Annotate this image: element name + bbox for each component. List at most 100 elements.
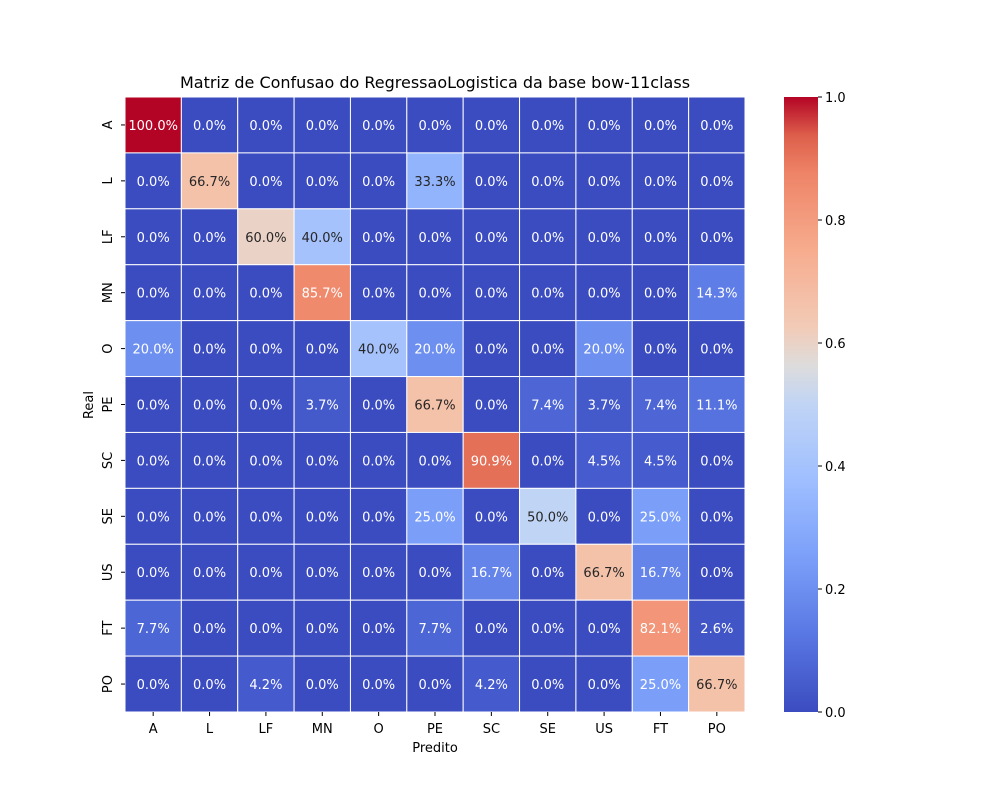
- heatmap-cell: [124, 376, 182, 433]
- heatmap-cell: [575, 208, 633, 266]
- heatmap-cell: [237, 655, 295, 713]
- cell-annotation: 0.0%: [137, 510, 170, 525]
- heatmap-cell: [688, 320, 746, 378]
- cell-annotation: 0.0%: [193, 510, 226, 525]
- heatmap-cell: [180, 152, 239, 210]
- colorbar-tick-label: 0.6: [825, 337, 846, 352]
- cell-annotation: 0.0%: [306, 119, 339, 134]
- cell-annotation: 0.0%: [418, 678, 451, 693]
- heatmap-cell: [575, 599, 633, 657]
- heatmap-cell: [124, 152, 182, 210]
- heatmap-cell: [237, 487, 295, 545]
- cell-annotation: 0.0%: [249, 622, 282, 637]
- cell-annotation: 0.0%: [137, 399, 170, 414]
- cell-annotation: 0.0%: [362, 231, 395, 246]
- heatmap-cell: [688, 655, 746, 713]
- cell-annotation: 0.0%: [249, 454, 282, 469]
- colorbar: [784, 97, 818, 712]
- cell-annotation: 0.0%: [362, 175, 395, 190]
- cell-annotation: 40.0%: [302, 231, 343, 246]
- x-tick-label: SE: [539, 722, 555, 737]
- heatmap-cell: [124, 543, 182, 601]
- heatmap-cell: [293, 487, 351, 545]
- heatmap-cell: [631, 320, 690, 378]
- x-tick-label: A: [149, 722, 158, 737]
- colorbar-tick-label: 0.4: [825, 460, 846, 475]
- heatmap-cell: [631, 96, 690, 154]
- cell-annotation: 3.7%: [306, 399, 339, 414]
- heatmap-cell: [688, 431, 746, 489]
- cell-annotation: 0.0%: [700, 175, 733, 190]
- cell-annotation: 0.0%: [193, 454, 226, 469]
- heatmap-cell: [349, 264, 408, 322]
- heatmap-cell: [519, 487, 577, 545]
- cell-annotation: 0.0%: [531, 231, 564, 246]
- heatmap-cell: [575, 96, 633, 154]
- heatmap-cell: [688, 487, 746, 545]
- y-tick-label: LF: [101, 229, 116, 244]
- x-tick-label: SC: [483, 722, 500, 737]
- cell-annotation: 66.7%: [583, 566, 624, 581]
- cell-annotation: 16.7%: [640, 566, 681, 581]
- cell-annotation: 7.7%: [418, 622, 451, 637]
- heatmap-cell: [631, 152, 690, 210]
- heatmap-cell: [293, 543, 351, 601]
- y-axis-label: Real: [82, 391, 97, 419]
- heatmap-cell: [124, 96, 182, 154]
- heatmap-cell: [124, 208, 182, 266]
- heatmap-cell: [180, 487, 239, 545]
- cell-annotation: 16.7%: [471, 566, 512, 581]
- cell-annotation: 60.0%: [245, 231, 286, 246]
- cell-annotation: 0.0%: [193, 678, 226, 693]
- heatmap-cell: [293, 376, 351, 433]
- heatmap-cell: [631, 376, 690, 433]
- heatmap-cell: [349, 376, 408, 433]
- heatmap-cell: [124, 487, 182, 545]
- cell-annotation: 0.0%: [306, 175, 339, 190]
- heatmap-cell: [180, 431, 239, 489]
- cell-annotation: 0.0%: [137, 175, 170, 190]
- cell-annotation: 0.0%: [137, 678, 170, 693]
- cell-annotation: 0.0%: [588, 119, 621, 134]
- heatmap-cell: [631, 264, 690, 322]
- cell-annotation: 0.0%: [137, 566, 170, 581]
- x-axis-ticks: A L LF MN O PE SC SE US FT PO: [149, 712, 726, 737]
- cell-annotation: 11.1%: [696, 399, 737, 414]
- cell-annotation: 0.0%: [700, 231, 733, 246]
- cell-annotation: 50.0%: [527, 510, 568, 525]
- cell-annotation: 0.0%: [193, 399, 226, 414]
- heatmap-cell: [519, 376, 577, 433]
- cell-annotation: 0.0%: [418, 566, 451, 581]
- cell-annotation: 0.0%: [193, 622, 226, 637]
- heatmap-cell: [519, 599, 577, 657]
- x-tick-label: FT: [653, 722, 668, 737]
- y-tick-label: A: [101, 120, 116, 129]
- heatmap-cell: [124, 431, 182, 489]
- cell-annotation: 0.0%: [475, 119, 508, 134]
- cell-annotation: 0.0%: [475, 622, 508, 637]
- y-axis-ticks: A L LF MN O PE SC SE US FT PO: [101, 120, 125, 693]
- y-tick-label: SE: [101, 508, 116, 524]
- cell-annotation: 82.1%: [640, 622, 681, 637]
- heatmap-cell: [293, 655, 351, 713]
- heatmap-cell: [237, 543, 295, 601]
- cell-annotation: 4.5%: [588, 454, 621, 469]
- cell-annotation: 0.0%: [362, 678, 395, 693]
- heatmap-cell: [180, 543, 239, 601]
- heatmap-cell: [293, 320, 351, 378]
- cell-annotation: 0.0%: [362, 622, 395, 637]
- cell-annotation: 0.0%: [531, 566, 564, 581]
- cell-annotation: 20.0%: [414, 343, 455, 358]
- cell-annotation: 4.2%: [475, 678, 508, 693]
- cell-annotation: 0.0%: [475, 287, 508, 302]
- y-tick-label: PE: [101, 396, 116, 412]
- cell-annotation: 0.0%: [531, 343, 564, 358]
- heatmap-cell: [519, 96, 577, 154]
- cell-annotation: 0.0%: [137, 231, 170, 246]
- heatmap-cell: [349, 487, 408, 545]
- cell-annotation: 0.0%: [193, 119, 226, 134]
- cell-annotation: 0.0%: [475, 510, 508, 525]
- cell-annotation: 7.7%: [137, 622, 170, 637]
- cell-annotation: 0.0%: [700, 566, 733, 581]
- cell-annotation: 0.0%: [306, 566, 339, 581]
